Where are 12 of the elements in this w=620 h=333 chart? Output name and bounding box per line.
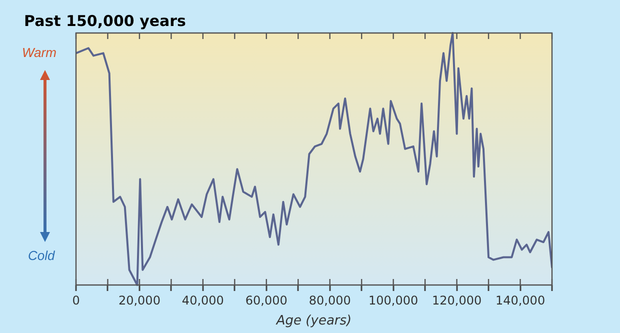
x-tick-label: 100,000 [368, 293, 418, 308]
x-tick-label: 140,000 [495, 293, 546, 308]
x-tick-label: 80,000 [308, 293, 351, 308]
x-tick-label: 60,000 [245, 293, 288, 308]
text: Cold [28, 248, 55, 263]
text: Warm [22, 45, 56, 60]
x-tick-label: 0 [72, 293, 80, 308]
x-tick-label: 20,000 [118, 293, 160, 308]
chart-title: Past 150,000 years [24, 12, 186, 30]
x-axis-title: Age (years) [275, 314, 352, 329]
x-tick-label: 40,000 [182, 293, 224, 308]
x-tick-label: 120,000 [432, 293, 482, 308]
